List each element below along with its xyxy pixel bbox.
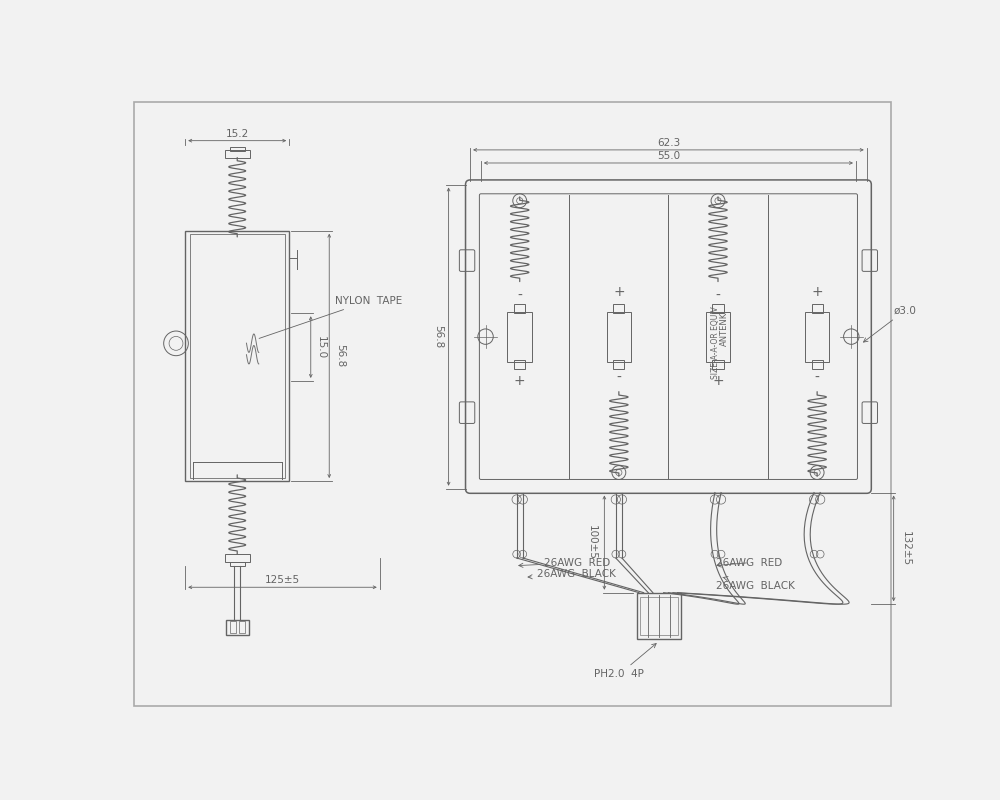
Bar — [712, 304, 724, 313]
Text: 26AWG  RED: 26AWG RED — [716, 558, 782, 568]
Bar — [230, 147, 245, 150]
Text: ANTENK: ANTENK — [720, 312, 729, 346]
Text: 56.8: 56.8 — [433, 325, 443, 348]
Bar — [225, 554, 250, 562]
Bar — [507, 312, 532, 362]
Bar — [514, 360, 525, 370]
Bar — [712, 360, 724, 370]
Bar — [812, 304, 823, 313]
Bar — [225, 150, 250, 158]
Text: 125±5: 125±5 — [265, 575, 300, 586]
Text: 56.8: 56.8 — [335, 344, 345, 367]
Text: +: + — [613, 286, 625, 299]
Text: ø3.0: ø3.0 — [863, 306, 917, 342]
Bar — [514, 304, 525, 313]
Bar — [230, 621, 236, 634]
Text: 100±5: 100±5 — [587, 525, 597, 560]
Bar — [230, 562, 245, 566]
Text: 132±5: 132±5 — [901, 531, 911, 566]
Text: PH2.0  4P: PH2.0 4P — [594, 643, 656, 679]
Text: +: + — [811, 286, 823, 299]
Bar — [706, 312, 730, 362]
Bar — [190, 234, 285, 478]
Text: +: + — [712, 374, 724, 388]
Bar — [226, 619, 249, 635]
Text: SIZE-A-A-OR EQUIV: SIZE-A-A-OR EQUIV — [711, 306, 720, 379]
Text: 62.3: 62.3 — [657, 138, 680, 148]
Text: NYLON  TAPE: NYLON TAPE — [259, 296, 403, 338]
Text: 55.0: 55.0 — [657, 151, 680, 161]
Text: 15.0: 15.0 — [316, 335, 326, 358]
Text: -: - — [616, 371, 621, 385]
Bar — [613, 360, 624, 370]
Text: 26AWG  BLACK: 26AWG BLACK — [528, 570, 615, 579]
Bar — [812, 360, 823, 370]
Bar — [640, 597, 678, 635]
Text: -: - — [517, 289, 522, 302]
Bar — [805, 312, 829, 362]
Text: -: - — [716, 289, 720, 302]
Bar — [613, 304, 624, 313]
Bar — [607, 312, 631, 362]
Text: -: - — [815, 371, 820, 385]
Text: 26AWG  BLACK: 26AWG BLACK — [716, 577, 795, 590]
Text: 15.2: 15.2 — [226, 129, 249, 138]
Bar — [185, 230, 289, 481]
Bar — [239, 621, 245, 634]
Text: 26AWG  RED: 26AWG RED — [519, 558, 611, 568]
Text: +: + — [514, 374, 526, 388]
Bar — [637, 593, 681, 639]
